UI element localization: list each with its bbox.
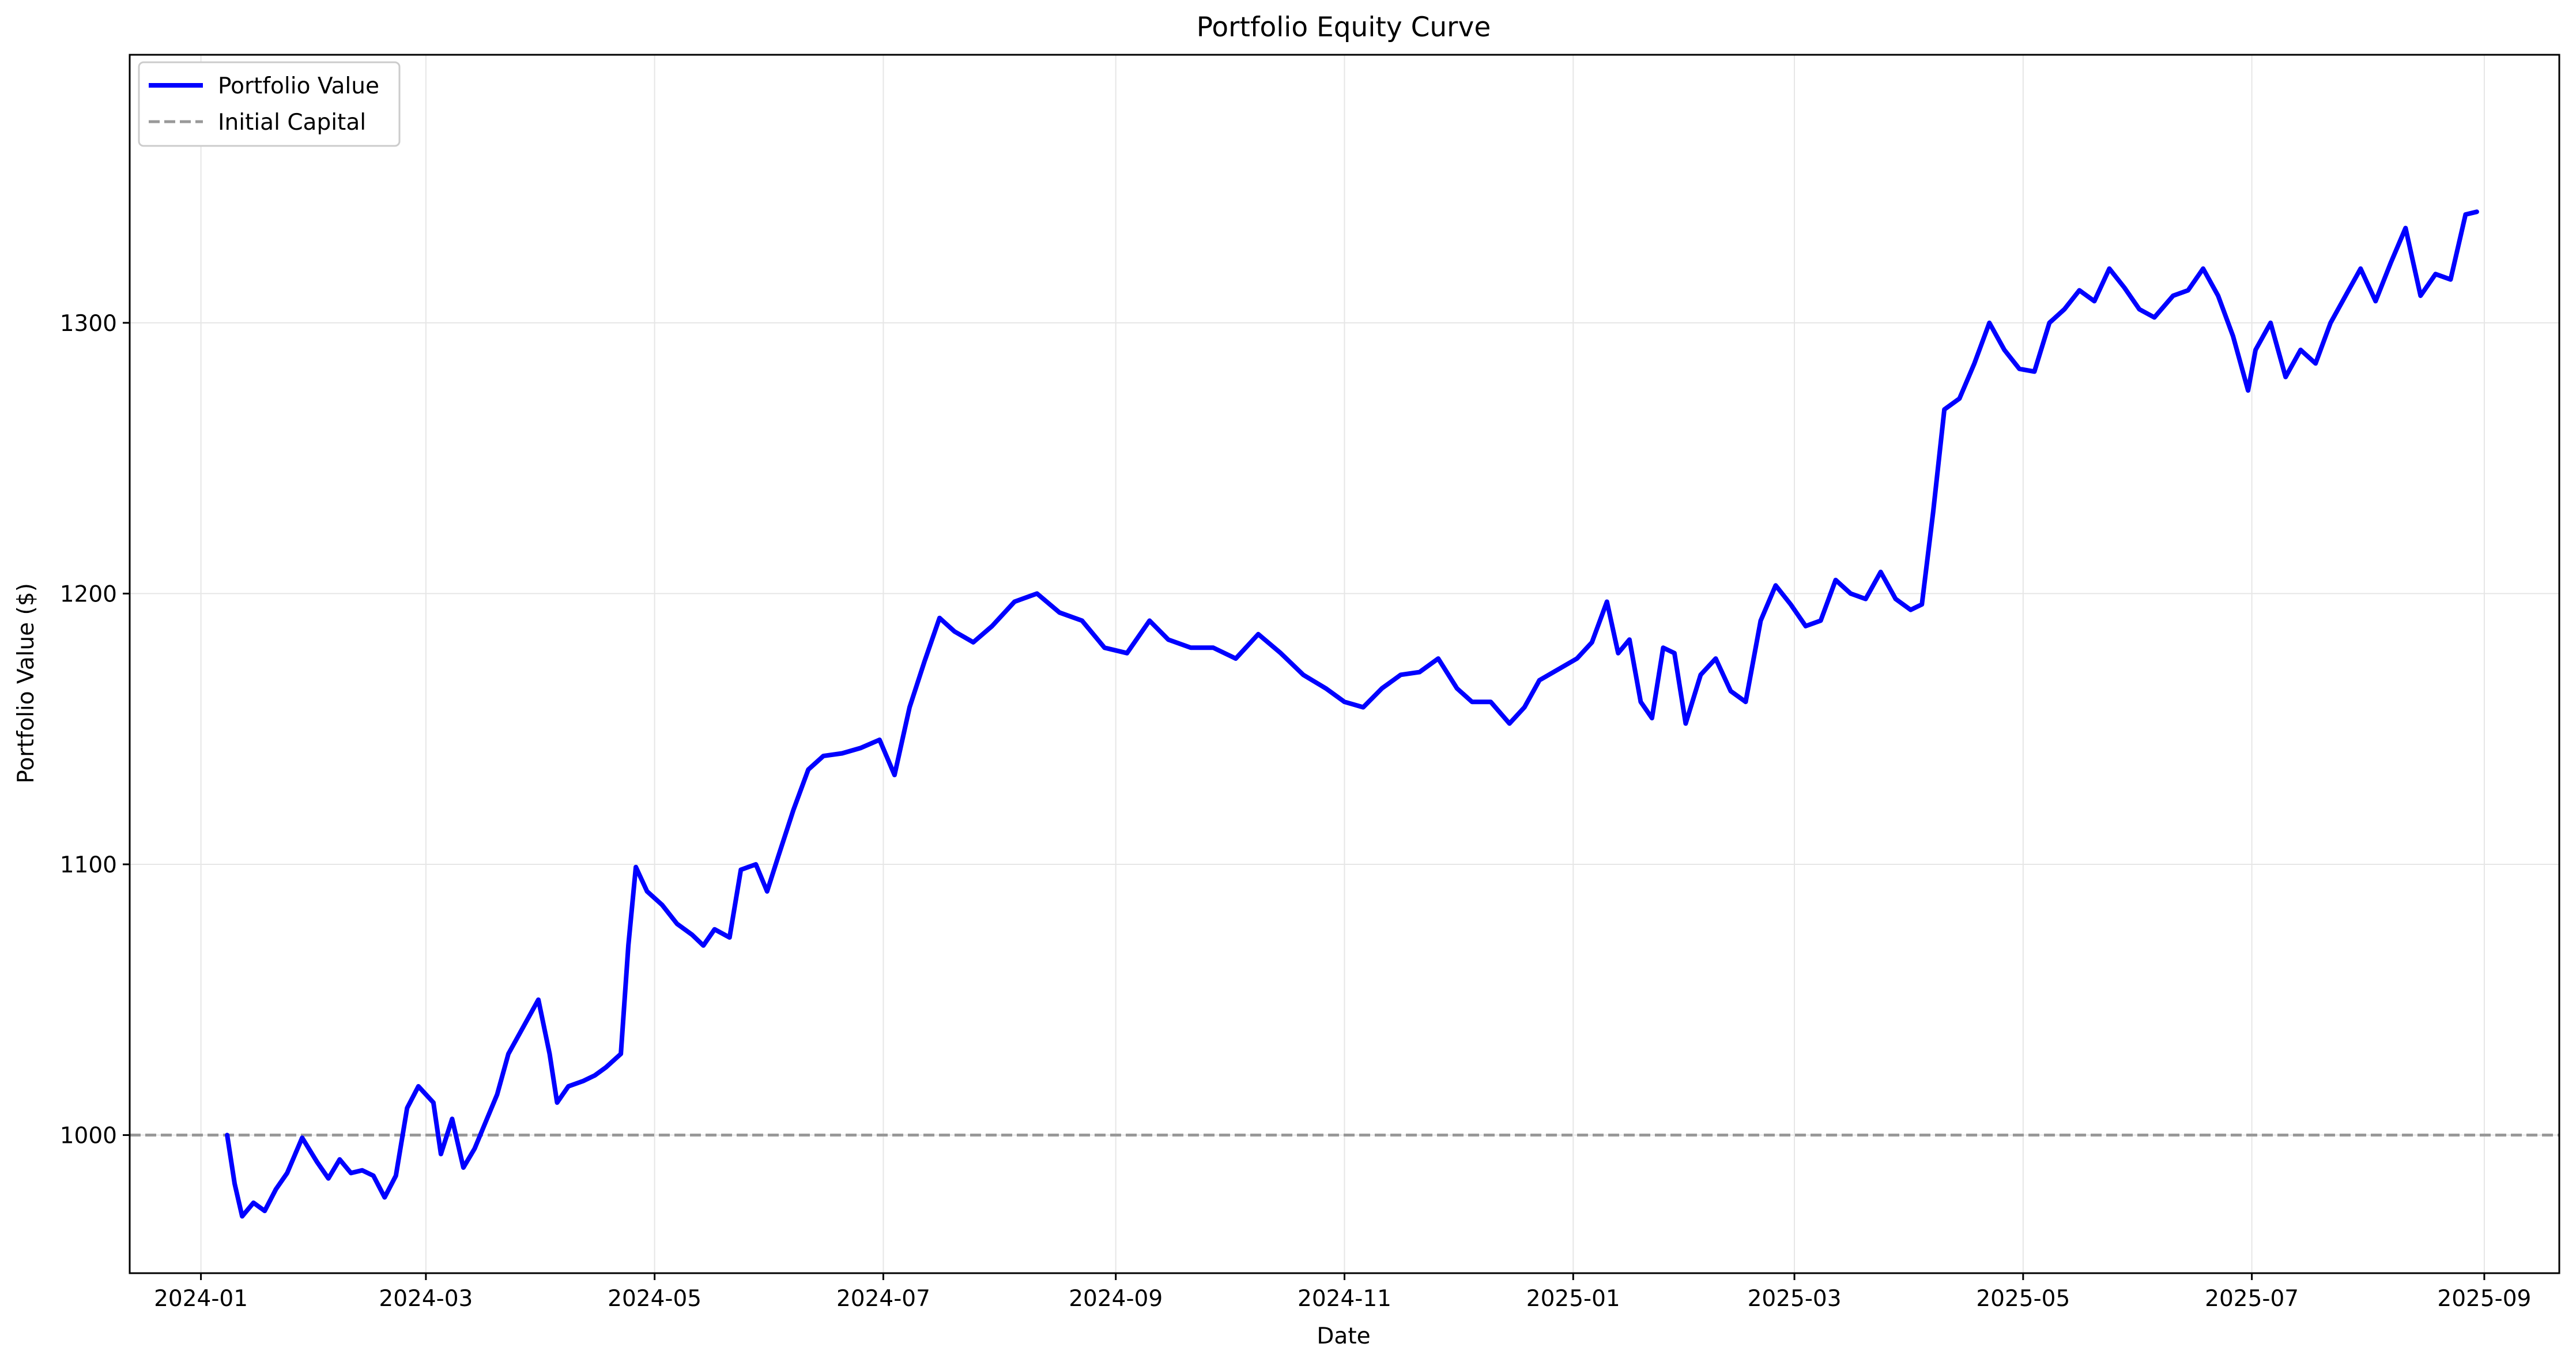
x-tick-label: 2024-07	[836, 1286, 930, 1312]
x-axis-title: Date	[1317, 1323, 1370, 1349]
x-tick-label: 2025-03	[1748, 1286, 1842, 1312]
legend-box	[138, 61, 401, 147]
y-tick-label: 1000	[60, 1123, 117, 1149]
x-axis-ticks: 2024-01 2024-03 2024-05 2024-07 2024-09 2024-…	[154, 1273, 2531, 1312]
y-tick-label: 1200	[60, 581, 117, 607]
x-tick-label: 2025-09	[2437, 1286, 2531, 1312]
x-tick-label: 2024-11	[1298, 1286, 1391, 1312]
y-tick-label: 1300	[60, 311, 117, 337]
legend: Portfolio Value Initial Capital	[138, 61, 401, 147]
x-tick-label: 2025-01	[1526, 1286, 1620, 1312]
y-axis-title: Portfolio Value ($)	[13, 583, 39, 784]
x-tick-label: 2024-03	[379, 1286, 473, 1312]
x-tick-label: 2025-07	[2205, 1286, 2299, 1312]
chart-title: Portfolio Equity Curve	[1197, 12, 1491, 43]
y-tick-label: 1100	[60, 852, 117, 878]
legend-portfolio-label: Portfolio Value	[218, 73, 379, 99]
x-tick-label: 2024-05	[608, 1286, 701, 1312]
portfolio-value-line	[225, 209, 2479, 1219]
x-tick-label: 2024-09	[1069, 1286, 1163, 1312]
x-tick-label: 2024-01	[154, 1286, 248, 1312]
y-axis-ticks: 1000 1100 1200 1300	[60, 311, 130, 1149]
x-tick-label: 2025-05	[1976, 1286, 2070, 1312]
legend-initial-capital-label: Initial Capital	[218, 110, 366, 136]
